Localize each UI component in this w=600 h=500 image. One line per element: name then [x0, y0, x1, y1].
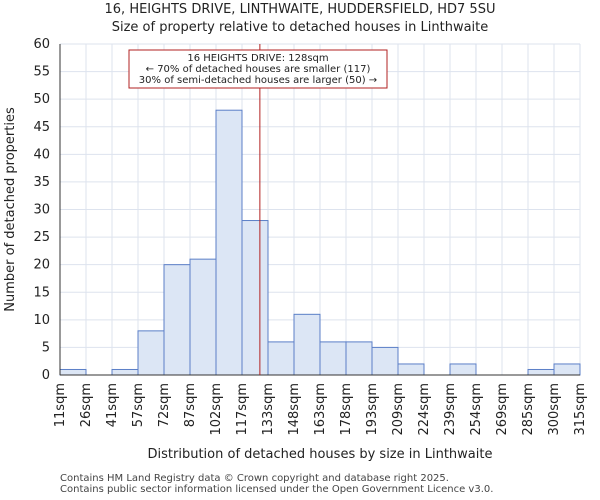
- annotation-line-3: 30% of semi-detached houses are larger (…: [139, 75, 377, 86]
- y-axis-label: Number of detached properties: [3, 107, 18, 312]
- footer-licence: Contains public sector information licen…: [60, 484, 494, 495]
- x-tick-label: 269sqm: [495, 383, 510, 436]
- histogram-bar: [267, 341, 295, 376]
- histogram-bar: [527, 368, 555, 376]
- x-tick-label: 300sqm: [547, 383, 562, 436]
- histogram-bar: [215, 109, 243, 376]
- x-tick-label: 163sqm: [313, 383, 328, 436]
- y-tick-label: 0: [42, 368, 50, 383]
- x-tick-label: 224sqm: [417, 383, 432, 436]
- x-tick-label: 285sqm: [521, 383, 536, 436]
- y-tick-label: 45: [33, 120, 50, 135]
- x-tick-label: 72sqm: [157, 383, 172, 427]
- histogram-bar: [111, 368, 139, 376]
- histogram-bar: [59, 368, 87, 376]
- x-tick-label: 133sqm: [261, 383, 276, 436]
- x-tick-label: 178sqm: [339, 383, 354, 436]
- x-tick-label: 41sqm: [105, 383, 120, 427]
- y-tick-label: 5: [42, 340, 50, 355]
- chart-subtitle: Size of property relative to detached ho…: [111, 20, 489, 35]
- x-tick-label: 102sqm: [209, 383, 224, 436]
- y-tick-label: 40: [33, 147, 50, 162]
- y-tick-label: 10: [33, 313, 50, 328]
- y-tick-label: 15: [33, 285, 50, 300]
- x-tick-label: 57sqm: [131, 383, 146, 427]
- x-tick-label: 254sqm: [469, 383, 484, 436]
- histogram-bar: [163, 264, 191, 376]
- histogram-bar: [241, 220, 269, 376]
- x-tick-label: 193sqm: [365, 383, 380, 436]
- x-tick-label: 209sqm: [391, 383, 406, 436]
- x-axis-label: Distribution of detached houses by size …: [148, 447, 493, 462]
- annotation-border: [128, 49, 388, 89]
- x-tick-label: 148sqm: [287, 383, 302, 436]
- histogram-bar: [371, 346, 399, 376]
- y-tick-label: 60: [33, 37, 50, 52]
- chart-title: 16, HEIGHTS DRIVE, LINTHWAITE, HUDDERSFI…: [104, 2, 496, 17]
- histogram-bar: [449, 363, 477, 376]
- histogram-bar: [397, 363, 425, 376]
- y-tick-label: 50: [33, 92, 50, 107]
- y-tick-label: 55: [33, 65, 50, 80]
- y-tick-label: 25: [33, 230, 50, 245]
- histogram-bar: [553, 363, 581, 376]
- histogram-bar: [137, 330, 165, 376]
- y-tick-label: 35: [33, 175, 50, 190]
- x-tick-label: 11sqm: [53, 383, 68, 427]
- x-tick-label: 26sqm: [79, 383, 94, 427]
- y-tick-label: 20: [33, 258, 50, 273]
- histogram-bar: [293, 313, 321, 376]
- x-tick-label: 315sqm: [573, 383, 588, 436]
- annotation-box: 16 HEIGHTS DRIVE: 128sqm ← 70% of detach…: [128, 49, 388, 89]
- annotation-line-2: ← 70% of detached houses are smaller (11…: [146, 64, 371, 75]
- x-tick-label: 117sqm: [235, 383, 250, 436]
- footer-copyright: Contains HM Land Registry data © Crown c…: [60, 473, 449, 484]
- x-tick-label: 87sqm: [183, 383, 198, 427]
- x-tick-label: 239sqm: [443, 383, 458, 436]
- annotation-line-1: 16 HEIGHTS DRIVE: 128sqm: [187, 53, 328, 64]
- y-tick-label: 30: [33, 203, 50, 218]
- histogram-bar: [189, 258, 217, 376]
- histogram-bar: [319, 341, 347, 376]
- histogram-bar: [345, 341, 373, 376]
